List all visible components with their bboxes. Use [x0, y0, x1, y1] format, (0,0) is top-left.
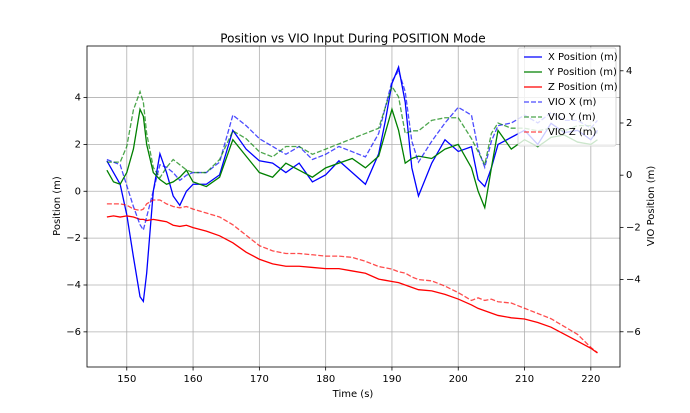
legend-label: VIO Y (m) — [548, 112, 596, 123]
series-line — [106, 64, 598, 304]
legend-label: Y Position (m) — [547, 67, 617, 78]
x-tick-label: 220 — [581, 374, 600, 385]
y-tick-label: −4 — [66, 280, 81, 291]
legend-box — [517, 47, 617, 147]
y-tick-label: 2 — [75, 139, 81, 150]
x-tick-label: 200 — [449, 374, 468, 385]
series-line — [106, 106, 598, 211]
y2-tick-label: −4 — [626, 275, 641, 286]
plot-frame — [86, 45, 621, 368]
y-tick-label: 4 — [75, 93, 81, 104]
series-line — [106, 215, 598, 354]
y2-tick-label: 0 — [626, 170, 632, 181]
x-tick-label: 160 — [184, 374, 203, 385]
chart-title: Position vs VIO Input During POSITION Mo… — [220, 32, 485, 46]
x-axis-label: Time (s) — [332, 389, 374, 400]
series-line — [106, 199, 598, 354]
y-axis-label: Position (m) — [52, 176, 63, 236]
y2-tick-label: 4 — [626, 66, 632, 77]
legend-label: VIO X (m) — [548, 97, 597, 108]
legend-label: X Position (m) — [548, 52, 618, 63]
y2-tick-label: −2 — [626, 222, 641, 233]
series-line — [106, 69, 598, 232]
y2-tick-label: 2 — [626, 118, 632, 129]
y-tick-label: 0 — [75, 186, 81, 197]
legend-label: VIO Z (m) — [548, 127, 597, 138]
x-tick-label: 180 — [316, 374, 335, 385]
y2-axis-label: VIO Position (m) — [646, 166, 657, 247]
x-tick-label: 210 — [515, 374, 534, 385]
legend-label: Z Position (m) — [548, 82, 618, 93]
x-tick-label: 170 — [250, 374, 269, 385]
series-line — [106, 84, 598, 180]
x-tick-label: 190 — [382, 374, 401, 385]
y2-tick-label: −6 — [626, 327, 641, 338]
x-tick-label: 150 — [117, 374, 136, 385]
y-tick-label: −2 — [66, 233, 81, 244]
y-tick-label: −6 — [66, 327, 81, 338]
